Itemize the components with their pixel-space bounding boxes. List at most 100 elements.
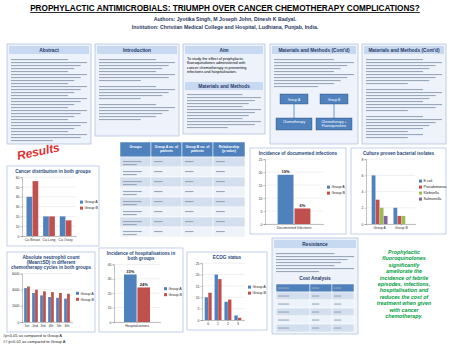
tick: 0 xyxy=(18,321,22,325)
tick-mark xyxy=(21,197,23,198)
text-line xyxy=(11,74,87,75)
text-line xyxy=(99,65,169,66)
text-line xyxy=(366,83,408,84)
chart-title: Cancer distribution in both groups xyxy=(15,169,91,174)
table-cell xyxy=(151,217,182,227)
bar xyxy=(402,216,406,224)
axis-line xyxy=(113,265,115,323)
bar xyxy=(208,293,211,320)
table-cell xyxy=(182,157,213,167)
tick: 0 xyxy=(261,223,265,227)
table-header: Group B no. ofpatients xyxy=(186,145,211,153)
text-line xyxy=(366,101,423,102)
tick-label: 4th xyxy=(49,324,54,328)
text-line xyxy=(216,221,225,222)
text-line xyxy=(274,80,341,81)
text-line xyxy=(11,59,68,60)
bar xyxy=(380,208,384,224)
text-line xyxy=(99,110,169,111)
text-line xyxy=(11,140,53,141)
text-line xyxy=(185,181,194,182)
table-header-cell xyxy=(120,142,151,157)
text-line xyxy=(312,288,319,289)
axis-line xyxy=(21,274,23,322)
legend: Group AGroup B xyxy=(76,292,94,302)
legend-label: Group B xyxy=(85,206,99,210)
text-line xyxy=(11,92,74,93)
text-line xyxy=(312,304,319,305)
text-line xyxy=(334,304,341,305)
text-line xyxy=(278,328,289,329)
panel-heading: Materials and Methods (Cont'd) xyxy=(278,48,350,53)
tick-label: Ca Breast xyxy=(25,238,40,242)
tick-mark xyxy=(21,226,23,227)
bar xyxy=(124,274,137,322)
text-line xyxy=(274,77,347,78)
table-cell xyxy=(151,207,182,217)
text-line xyxy=(274,71,334,72)
text-line xyxy=(366,95,436,96)
text-line xyxy=(274,65,347,66)
tick-mark xyxy=(264,198,266,199)
tick-label: 0 xyxy=(110,321,112,325)
text-line xyxy=(11,128,74,129)
text-line xyxy=(216,211,225,212)
tick-label: Documented Infections xyxy=(277,226,312,230)
legend-swatch xyxy=(248,286,251,289)
text-line xyxy=(99,104,156,105)
background xyxy=(0,0,450,346)
legend-swatch xyxy=(327,186,330,189)
bar xyxy=(48,297,51,322)
axis-line xyxy=(201,264,203,321)
text-line xyxy=(11,104,74,105)
tick: 25 xyxy=(196,262,202,266)
table-cell xyxy=(120,207,151,217)
text-line xyxy=(187,115,249,116)
axis-line xyxy=(365,160,367,225)
bar xyxy=(40,295,43,322)
text-line xyxy=(366,62,442,63)
text-line xyxy=(154,231,163,232)
text-line xyxy=(123,214,137,215)
text-line xyxy=(123,171,142,172)
legend-swatch xyxy=(164,287,167,290)
legend-label: Group A xyxy=(332,185,346,189)
bar xyxy=(393,208,397,224)
bar xyxy=(60,216,66,236)
bar xyxy=(228,300,231,320)
table-header: Relationship(p value) xyxy=(219,145,239,153)
legend-label: Pseudomonas xyxy=(424,185,447,189)
chart-box xyxy=(351,148,446,234)
legend-swatch xyxy=(419,198,422,201)
panel-header xyxy=(364,46,444,54)
legend-swatch xyxy=(76,292,79,295)
text-line xyxy=(366,119,442,120)
tick: 25 xyxy=(259,158,265,162)
y-axis: 02468 xyxy=(362,158,367,227)
table-cell xyxy=(332,300,354,308)
chart-box xyxy=(99,248,183,332)
tick-label: Group A xyxy=(373,226,386,230)
text-line xyxy=(99,98,141,99)
table-cell xyxy=(120,197,151,207)
legend-swatch xyxy=(80,207,83,210)
tick-mark xyxy=(21,236,23,237)
tick-mark xyxy=(113,264,115,265)
table-cell xyxy=(151,227,182,237)
tick: 2 xyxy=(227,320,229,326)
text-line xyxy=(187,106,243,107)
text-line xyxy=(366,89,423,90)
table-cell xyxy=(276,300,310,308)
diagram-node xyxy=(280,94,308,104)
text-line xyxy=(276,259,348,260)
chart-title: Absolute neutrophil count(Mean±SD) in di… xyxy=(11,255,92,270)
grid-line xyxy=(265,224,323,225)
bar xyxy=(49,216,55,236)
tick-label: Hospitalisations xyxy=(125,324,149,328)
tick-label: 0 xyxy=(198,319,200,323)
tick: 4 xyxy=(362,190,366,194)
chart-title: Culture proven bacterial isolates xyxy=(363,151,435,156)
tick-mark xyxy=(201,297,203,298)
panel-header xyxy=(185,46,263,54)
tick-label: 25 xyxy=(259,158,263,162)
